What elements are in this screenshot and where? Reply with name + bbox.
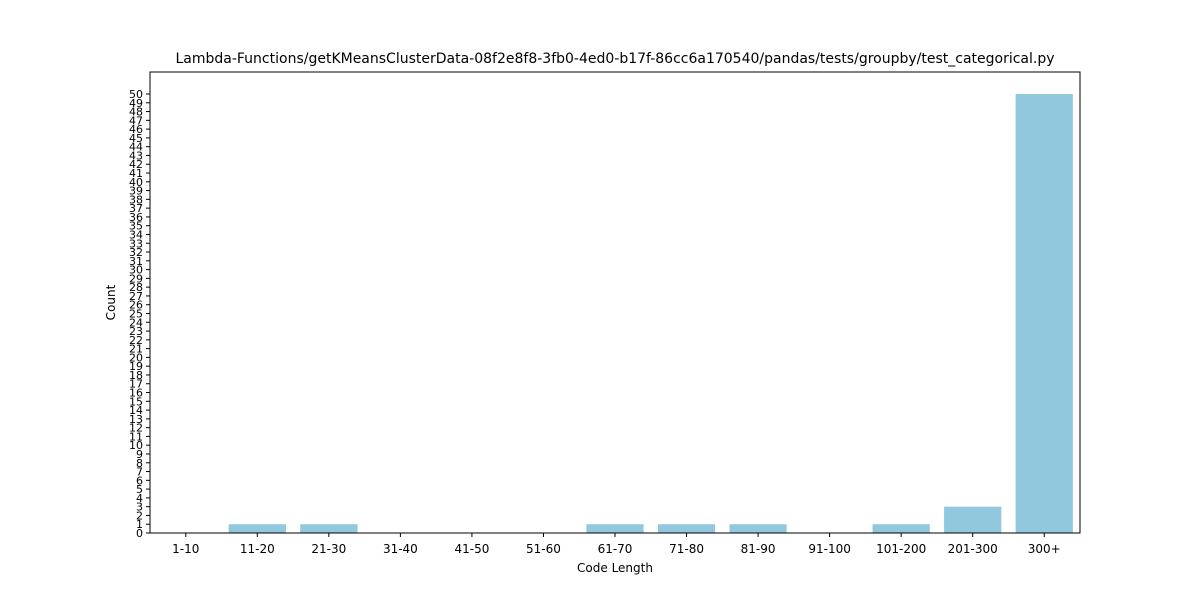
y-tick-label: 20 xyxy=(129,351,143,364)
x-tick-label: 201-300 xyxy=(948,542,998,556)
y-tick-label: 45 xyxy=(129,132,143,145)
y-tick-label: 34 xyxy=(129,228,143,241)
y-tick-label: 46 xyxy=(129,123,143,136)
y-tick-label: 36 xyxy=(129,211,143,224)
y-tick-label: 3 xyxy=(136,501,143,514)
bar-21-30 xyxy=(300,524,358,533)
x-tick-label: 71-80 xyxy=(669,542,704,556)
y-tick-label: 30 xyxy=(129,264,143,277)
y-tick-label: 6 xyxy=(136,474,143,487)
y-tick-label: 4 xyxy=(136,492,143,505)
bar-201-300 xyxy=(944,506,1002,533)
y-tick-label: 49 xyxy=(129,97,143,110)
y-tick-label: 22 xyxy=(129,334,143,347)
y-tick-label: 21 xyxy=(129,343,143,356)
y-tick-label: 32 xyxy=(129,246,143,259)
y-tick-label: 50 xyxy=(129,88,143,101)
x-tick-label: 51-60 xyxy=(526,542,561,556)
bar-61-70 xyxy=(586,524,644,533)
y-tick-label: 19 xyxy=(129,360,143,373)
bar-300+ xyxy=(1015,94,1073,533)
y-tick-label: 15 xyxy=(129,395,143,408)
y-tick-label: 31 xyxy=(129,255,143,268)
y-tick-label: 13 xyxy=(129,413,143,426)
y-tick-label: 2 xyxy=(136,509,143,522)
y-tick-label: 16 xyxy=(129,387,143,400)
x-tick-label: 21-30 xyxy=(311,542,346,556)
bar-71-80 xyxy=(657,524,716,533)
y-tick-label: 10 xyxy=(129,439,143,452)
x-axis-ticks: 1-10 11-20 21-30 31-40 41-50 51-60 61-70 71-80 8… xyxy=(172,533,1061,556)
y-tick-label: 35 xyxy=(129,220,143,233)
y-tick-label: 12 xyxy=(129,422,143,435)
y-tick-label: 7 xyxy=(136,466,143,479)
plot-frame xyxy=(149,71,1081,534)
y-tick-label: 27 xyxy=(129,290,143,303)
x-tick-label: 31-40 xyxy=(383,542,418,556)
x-tick-label: 11-20 xyxy=(240,542,275,556)
bar-101-200 xyxy=(872,524,930,533)
x-tick-label: 1-10 xyxy=(172,542,199,556)
y-axis-ticks: 0123456789101112131415161718192021222324… xyxy=(129,88,150,540)
y-tick-label: 41 xyxy=(129,167,143,180)
y-tick-label: 0 xyxy=(136,527,143,540)
y-tick-label: 11 xyxy=(129,430,143,443)
x-tick-label: 81-90 xyxy=(741,542,776,556)
y-tick-label: 17 xyxy=(129,378,143,391)
y-tick-label: 23 xyxy=(129,325,143,338)
x-tick-label: 41-50 xyxy=(454,542,489,556)
y-tick-label: 40 xyxy=(129,176,143,189)
y-tick-label: 5 xyxy=(136,483,143,496)
y-tick-label: 26 xyxy=(129,299,143,312)
y-tick-label: 44 xyxy=(129,141,143,154)
y-tick-label: 38 xyxy=(129,193,143,206)
y-tick-label: 39 xyxy=(129,185,143,198)
y-tick-label: 47 xyxy=(129,114,143,127)
y-tick-label: 18 xyxy=(129,369,143,382)
bar-11-20 xyxy=(228,524,286,533)
y-tick-label: 43 xyxy=(129,149,143,162)
y-tick-label: 29 xyxy=(129,272,143,285)
y-tick-label: 24 xyxy=(129,316,143,329)
y-tick-label: 8 xyxy=(136,457,143,470)
y-tick-label: 33 xyxy=(129,237,143,250)
y-tick-label: 48 xyxy=(129,106,143,119)
x-tick-label: 101-200 xyxy=(876,542,926,556)
chart-title: Lambda-Functions/getKMeansClusterData-08… xyxy=(175,51,1054,67)
x-tick-label: 300+ xyxy=(1028,542,1061,556)
x-axis-label: Code Length xyxy=(577,561,653,575)
x-tick-label: 61-70 xyxy=(598,542,633,556)
bars-group xyxy=(228,94,1073,533)
bar-81-90 xyxy=(729,524,787,533)
y-tick-label: 28 xyxy=(129,281,143,294)
y-tick-label: 14 xyxy=(129,404,143,417)
y-tick-label: 9 xyxy=(136,448,143,461)
y-tick-label: 37 xyxy=(129,202,143,215)
y-tick-label: 1 xyxy=(136,518,143,531)
x-tick-label: 91-100 xyxy=(808,542,851,556)
y-tick-label: 42 xyxy=(129,158,143,171)
y-axis-label: Count xyxy=(104,284,118,320)
y-tick-label: 25 xyxy=(129,308,143,321)
